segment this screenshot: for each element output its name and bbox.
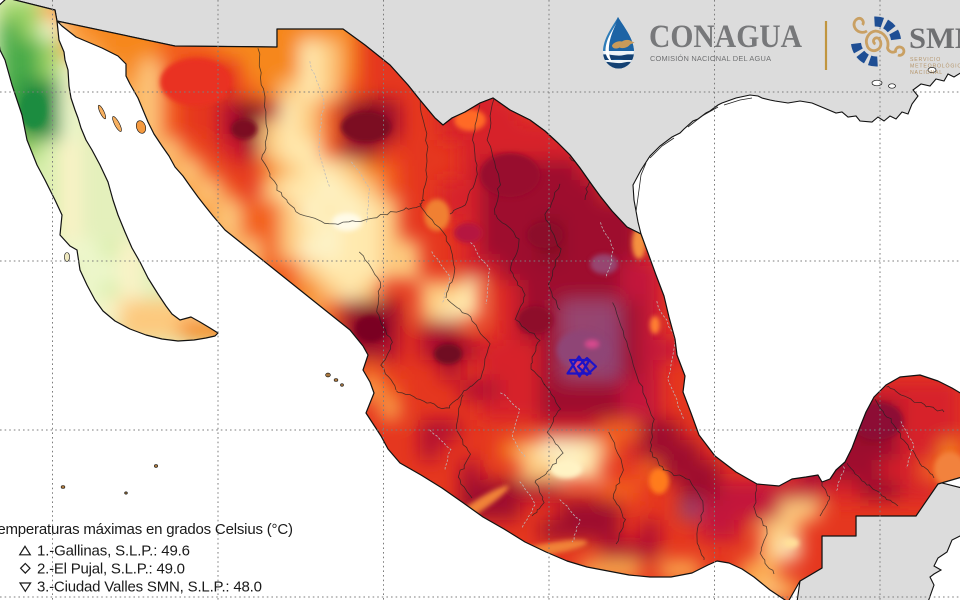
svg-text:Temperaturas máximas en grados: Temperaturas máximas en grados Celsius (… [0, 521, 293, 538]
svg-text:SMN: SMN [909, 22, 960, 55]
svg-text:SERVICIO: SERVICIO [910, 57, 941, 63]
svg-text:METEOROLÓGICO: METEOROLÓGICO [910, 63, 960, 70]
svg-text:CONAGUA: CONAGUA [649, 19, 802, 55]
svg-text:1.-Gallinas, S.L.P.: 49.6: 1.-Gallinas, S.L.P.: 49.6 [37, 543, 190, 560]
svg-text:3.-Ciudad Valles SMN, S.L.P.:: 3.-Ciudad Valles SMN, S.L.P.: 48.0 [37, 579, 262, 596]
svg-text:NACIONAL: NACIONAL [910, 70, 943, 76]
svg-text:2.-El Pujal, S.L.P.: 49.0: 2.-El Pujal, S.L.P.: 49.0 [37, 560, 185, 577]
svg-text:COMISIÓN NACIONAL DEL AGUA: COMISIÓN NACIONAL DEL AGUA [650, 54, 771, 63]
